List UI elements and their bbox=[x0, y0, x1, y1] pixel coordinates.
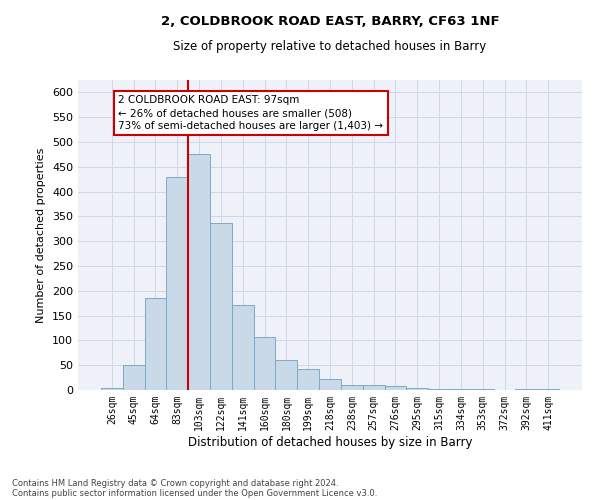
Bar bbox=[537, 388, 559, 390]
Bar bbox=[341, 385, 363, 390]
Bar bbox=[232, 304, 254, 390]
Text: Contains HM Land Registry data © Crown copyright and database right 2024.: Contains HM Land Registry data © Crown c… bbox=[12, 478, 338, 488]
Bar bbox=[166, 176, 188, 390]
Bar bbox=[319, 379, 341, 390]
Bar bbox=[472, 389, 494, 390]
Bar bbox=[123, 365, 145, 390]
Text: Contains public sector information licensed under the Open Government Licence v3: Contains public sector information licen… bbox=[12, 488, 377, 498]
Bar bbox=[188, 154, 210, 390]
Text: 2, COLDBROOK ROAD EAST, BARRY, CF63 1NF: 2, COLDBROOK ROAD EAST, BARRY, CF63 1NF bbox=[161, 15, 499, 28]
Bar bbox=[254, 337, 275, 390]
Bar bbox=[101, 388, 123, 390]
Bar bbox=[145, 298, 166, 390]
Bar bbox=[363, 385, 385, 390]
Y-axis label: Number of detached properties: Number of detached properties bbox=[37, 148, 46, 322]
Bar bbox=[275, 360, 297, 390]
Bar bbox=[385, 386, 406, 390]
Text: 2 COLDBROOK ROAD EAST: 97sqm
← 26% of detached houses are smaller (508)
73% of s: 2 COLDBROOK ROAD EAST: 97sqm ← 26% of de… bbox=[118, 95, 383, 132]
Bar bbox=[450, 389, 472, 390]
Bar bbox=[210, 223, 232, 390]
Bar bbox=[406, 388, 428, 390]
Bar bbox=[428, 388, 450, 390]
Text: Size of property relative to detached houses in Barry: Size of property relative to detached ho… bbox=[173, 40, 487, 53]
X-axis label: Distribution of detached houses by size in Barry: Distribution of detached houses by size … bbox=[188, 436, 472, 448]
Bar bbox=[515, 389, 537, 390]
Bar bbox=[297, 368, 319, 390]
